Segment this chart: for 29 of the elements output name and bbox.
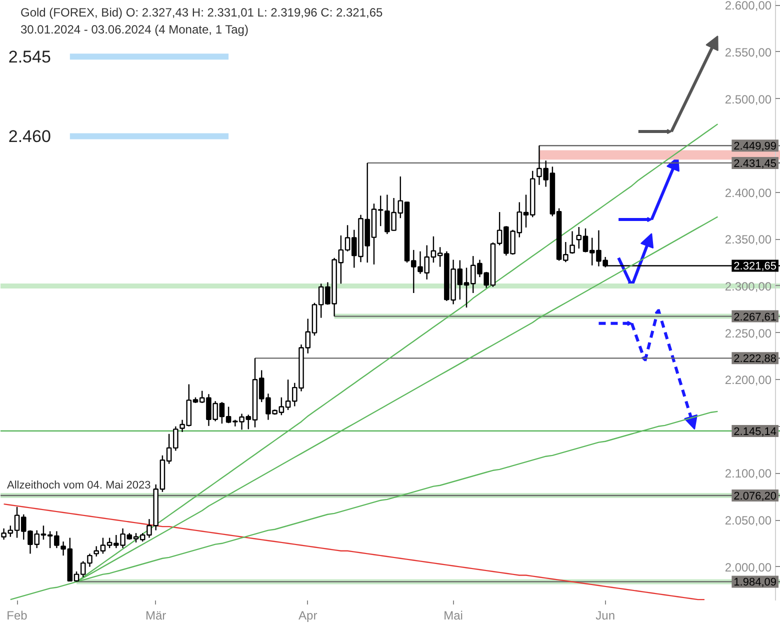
series-label: 2.460 xyxy=(8,127,51,146)
ref-line-label: 2.449,99 xyxy=(734,140,777,153)
y-tick-label: 2.550,00 xyxy=(724,45,772,60)
y-tick-label: 2.250,00 xyxy=(724,326,772,340)
x-tick-label: Feb xyxy=(6,608,28,622)
x-tick-label: Apr xyxy=(298,608,318,622)
text: 30.01.2024 - 03.06.2024 (4 Monate, 1 Tag) xyxy=(20,22,248,36)
y-tick-label: 2.050,00 xyxy=(724,514,772,528)
y-tick-label: 2.000,00 xyxy=(724,560,772,574)
ref-line-label: 2.431,45 xyxy=(734,158,777,170)
ref-line-label: 2.145,14 xyxy=(734,426,777,438)
y-tick-label: 2.500,00 xyxy=(724,92,772,106)
x-tick-label: Jun xyxy=(596,608,616,622)
y-tick-label: 2.300,00 xyxy=(724,279,772,294)
y-tick-label: 2.350,00 xyxy=(724,232,772,247)
annotation: Allzeithoch vom 04. Mai 2023 xyxy=(7,479,151,492)
y-tick-label: 2.600,00 xyxy=(724,0,772,13)
text: Gold (FOREX, Bid) O: 2.327,43 H: 2.331,01 L: 2.319,96 C: 2.321,65 xyxy=(20,6,384,20)
ref-line-label: 2.076,20 xyxy=(734,490,777,502)
ref-line-label: 1.984,09 xyxy=(734,576,777,589)
series-label: 2.545 xyxy=(8,48,51,67)
y-tick-label: 2.400,00 xyxy=(724,186,772,200)
ref-line-label: 2.222,88 xyxy=(734,353,777,366)
ref-line-label: 2.267,61 xyxy=(734,311,777,324)
x-tick-label: Mai xyxy=(444,608,463,622)
ref-line-label: 2.321,65 xyxy=(734,260,777,273)
y-tick-label: 2.100,00 xyxy=(724,466,772,481)
y-tick-label: 2.200,00 xyxy=(724,373,772,388)
x-tick-label: Mär xyxy=(146,608,166,622)
